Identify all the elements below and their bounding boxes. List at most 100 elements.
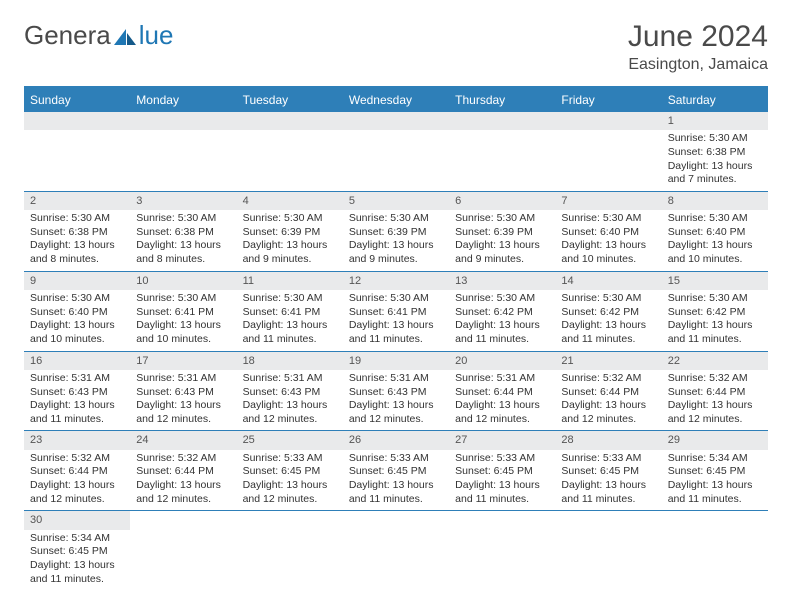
day-number: 14 [555,272,661,290]
calendar-cell: 9Sunrise: 5:30 AMSunset: 6:40 PMDaylight… [24,272,130,351]
day-daylight2: and 12 minutes. [243,413,337,427]
day-number: 4 [237,192,343,210]
day-sunset: Sunset: 6:45 PM [455,465,549,479]
day-sunrise: Sunrise: 5:32 AM [668,372,762,386]
calendar-cell [449,112,555,191]
day-sunrise: Sunrise: 5:30 AM [349,292,443,306]
day-sunset: Sunset: 6:43 PM [30,386,124,400]
day-sunrise: Sunrise: 5:30 AM [243,292,337,306]
day-sunset: Sunset: 6:45 PM [349,465,443,479]
day-sunrise: Sunrise: 5:33 AM [243,452,337,466]
day-body: Sunrise: 5:31 AMSunset: 6:43 PMDaylight:… [343,372,449,431]
day-sunset: Sunset: 6:41 PM [349,306,443,320]
day-sunrise: Sunrise: 5:30 AM [561,292,655,306]
day-sunset: Sunset: 6:44 PM [561,386,655,400]
calendar-cell [130,112,236,191]
day-sunrise: Sunrise: 5:32 AM [561,372,655,386]
day-daylight1: Daylight: 13 hours [30,479,124,493]
day-sunset: Sunset: 6:44 PM [136,465,230,479]
page-header: Genera lue June 2024 Easington, Jamaica [24,20,768,74]
day-number: 25 [237,431,343,449]
calendar-cell: 25Sunrise: 5:33 AMSunset: 6:45 PMDayligh… [237,431,343,510]
day-number: 2 [24,192,130,210]
day-body: Sunrise: 5:30 AMSunset: 6:38 PMDaylight:… [130,212,236,271]
day-daylight1: Daylight: 13 hours [30,319,124,333]
day-body: Sunrise: 5:30 AMSunset: 6:41 PMDaylight:… [130,292,236,351]
day-sunrise: Sunrise: 5:30 AM [136,292,230,306]
calendar-cell: 24Sunrise: 5:32 AMSunset: 6:44 PMDayligh… [130,431,236,510]
day-body: Sunrise: 5:30 AMSunset: 6:38 PMDaylight:… [662,132,768,191]
day-body: Sunrise: 5:30 AMSunset: 6:40 PMDaylight:… [555,212,661,271]
day-sunset: Sunset: 6:45 PM [30,545,124,559]
day-daylight2: and 11 minutes. [243,333,337,347]
day-number: 7 [555,192,661,210]
calendar-cell: 10 Sunrise: 5:30 AMSunset: 6:41 PMDayligh… [130,272,236,351]
day-daylight1: Daylight: 13 hours [561,399,655,413]
day-sunrise: Sunrise: 5:30 AM [349,212,443,226]
day-sunset: Sunset: 6:40 PM [561,226,655,240]
day-number: 17 [130,352,236,370]
location-label: Easington, Jamaica [628,56,768,74]
day-number: 22 [662,352,768,370]
day-sunset: Sunset: 6:43 PM [243,386,337,400]
day-sunrise: Sunrise: 5:30 AM [561,212,655,226]
day-sunrise: Sunrise: 5:31 AM [136,372,230,386]
calendar-cell [343,112,449,191]
calendar-cell: 15Sunrise: 5:30 AMSunset: 6:42 PMDayligh… [662,272,768,351]
day-number: 1 [662,112,768,130]
calendar-cell: 22Sunrise: 5:32 AMSunset: 6:44 PMDayligh… [662,352,768,431]
day-daylight2: and 8 minutes. [30,253,124,267]
day-number: 23 [24,431,130,449]
day-daylight2: and 12 minutes. [243,493,337,507]
day-sunrise: Sunrise: 5:31 AM [243,372,337,386]
day-daylight1: Daylight: 13 hours [243,319,337,333]
day-body: Sunrise: 5:31 AMSunset: 6:44 PMDaylight:… [449,372,555,431]
day-daylight2: and 11 minutes. [30,573,124,587]
day-sunset: Sunset: 6:41 PM [243,306,337,320]
day-sunset: Sunset: 6:43 PM [136,386,230,400]
day-sunset: Sunset: 6:40 PM [668,226,762,240]
day-daylight1: Daylight: 13 hours [136,239,230,253]
day-sunset: Sunset: 6:41 PM [136,306,230,320]
day-sunset: Sunset: 6:44 PM [668,386,762,400]
day-daylight1: Daylight: 13 hours [455,479,549,493]
day-body: Sunrise: 5:33 AMSunset: 6:45 PMDaylight:… [555,452,661,511]
day-daylight1: Daylight: 13 hours [243,399,337,413]
day-daylight2: and 10 minutes. [136,333,230,347]
day-number: 10 [130,272,236,290]
day-sunset: Sunset: 6:38 PM [136,226,230,240]
day-daylight1: Daylight: 13 hours [455,399,549,413]
calendar-cell: 29Sunrise: 5:34 AMSunset: 6:45 PMDayligh… [662,431,768,510]
day-header: Wednesday [343,88,449,112]
day-sunset: Sunset: 6:44 PM [455,386,549,400]
day-number: 30 [24,511,130,529]
day-daylight1: Daylight: 13 hours [668,239,762,253]
calendar-week: 2Sunrise: 5:30 AMSunset: 6:38 PMDaylight… [24,192,768,272]
day-sunset: Sunset: 6:43 PM [349,386,443,400]
calendar-cell: 8Sunrise: 5:30 AMSunset: 6:40 PMDaylight… [662,192,768,271]
day-daylight2: and 12 minutes. [349,413,443,427]
day-daylight1: Daylight: 13 hours [349,239,443,253]
day-daylight2: and 11 minutes. [561,333,655,347]
day-sunrise: Sunrise: 5:30 AM [668,292,762,306]
day-daylight2: and 10 minutes. [668,253,762,267]
day-daylight2: and 12 minutes. [136,493,230,507]
calendar-cell: 30Sunrise: 5:34 AMSunset: 6:45 PMDayligh… [24,511,130,590]
day-number: 5 [343,192,449,210]
day-number: 28 [555,431,661,449]
day-daylight2: and 11 minutes. [349,333,443,347]
calendar-cell [449,511,555,590]
day-number: 18 [237,352,343,370]
day-sunrise: Sunrise: 5:33 AM [455,452,549,466]
day-daylight1: Daylight: 13 hours [668,319,762,333]
calendar-header-row: Sunday Monday Tuesday Wednesday Thursday… [24,88,768,112]
calendar-cell: 3Sunrise: 5:30 AMSunset: 6:38 PMDaylight… [130,192,236,271]
day-sunrise: Sunrise: 5:30 AM [243,212,337,226]
day-daylight2: and 9 minutes. [349,253,443,267]
day-daylight2: and 12 minutes. [561,413,655,427]
day-daylight1: Daylight: 13 hours [668,479,762,493]
day-daylight2: and 11 minutes. [349,493,443,507]
day-number: 11 [237,272,343,290]
day-daylight1: Daylight: 13 hours [136,399,230,413]
day-header: Monday [130,88,236,112]
